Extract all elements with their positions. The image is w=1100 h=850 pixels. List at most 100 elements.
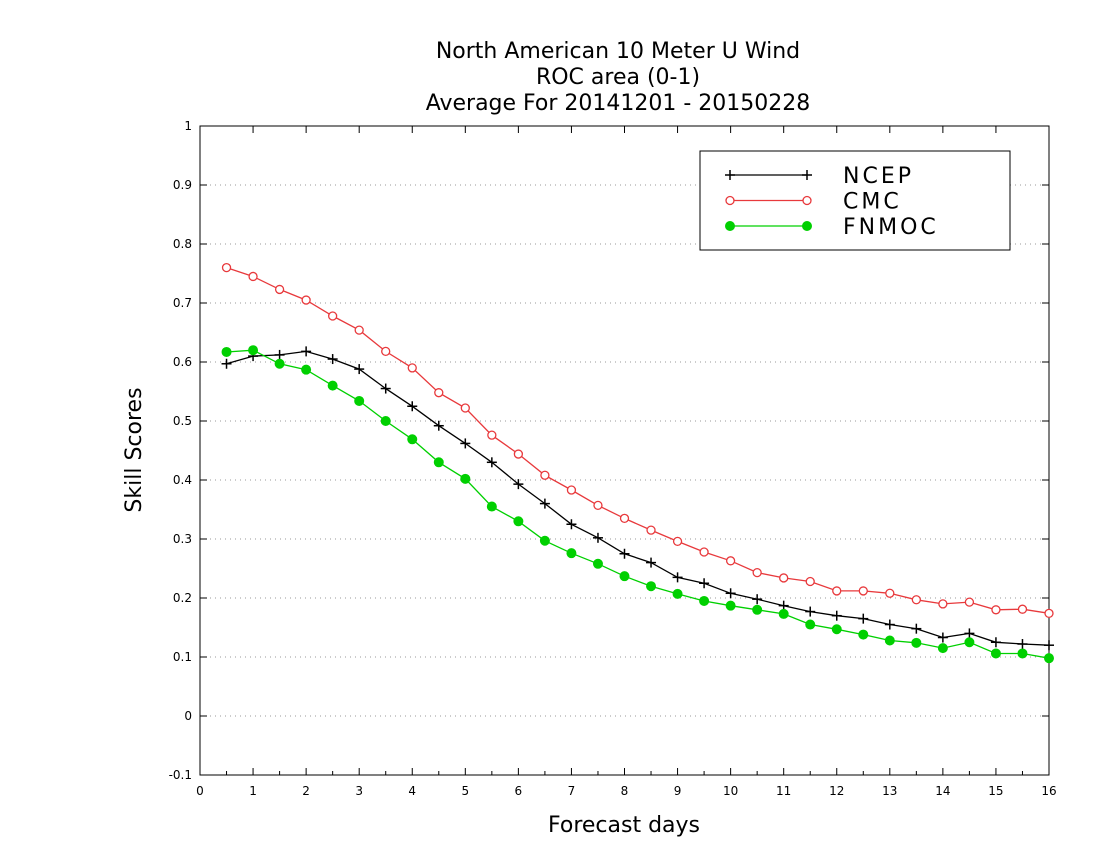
data-point-fnmoc — [486, 501, 497, 512]
x-tick-label: 9 — [674, 784, 682, 798]
title-line-1: North American 10 Meter U Wind — [436, 39, 800, 64]
data-point-cmc — [460, 403, 470, 413]
data-point-ncep — [619, 548, 630, 559]
data-point-cmc — [991, 605, 1001, 615]
data-point-ncep — [301, 346, 312, 357]
data-point-fnmoc — [990, 648, 1001, 659]
data-point-fnmoc — [805, 619, 816, 630]
data-point-fnmoc — [327, 380, 338, 391]
x-tick-label: 0 — [196, 784, 204, 798]
data-point-ncep — [646, 557, 657, 568]
x-axis-ticks: 0 1 2 3 4 5 6 7 8 9 10 11 12 13 14 15 16 — [196, 126, 1057, 798]
data-point-cmc — [593, 500, 603, 511]
data-point-fnmoc — [911, 637, 922, 648]
y-tick-label: 1 — [184, 119, 192, 133]
x-tick-label: 13 — [882, 784, 897, 798]
data-point-ncep — [539, 498, 550, 509]
data-point-fnmoc — [433, 457, 444, 468]
data-point-ncep — [513, 479, 524, 490]
title-line-2: ROC area (0-1) — [536, 65, 700, 90]
data-point-ncep — [380, 383, 391, 394]
y-tick-label: 0.3 — [173, 532, 192, 546]
data-point-fnmoc — [646, 581, 657, 592]
data-point-fnmoc — [274, 358, 285, 369]
data-point-fnmoc — [725, 600, 736, 611]
data-point-cmc — [434, 388, 444, 398]
data-point-ncep — [699, 578, 710, 589]
data-point-fnmoc — [937, 643, 948, 654]
y-tick-label: 0.6 — [173, 355, 192, 369]
data-point-cmc — [964, 597, 975, 607]
x-tick-label: 8 — [621, 784, 629, 798]
x-tick-label: 5 — [461, 784, 469, 798]
data-point-ncep — [221, 358, 232, 369]
data-point-cmc — [301, 295, 311, 305]
data-point-fnmoc — [301, 364, 312, 375]
data-point-fnmoc — [221, 346, 232, 357]
data-point-cmc — [699, 547, 709, 557]
data-point-fnmoc — [672, 588, 683, 599]
data-point-fnmoc — [354, 395, 365, 406]
data-point-cmc — [858, 586, 868, 596]
x-tick-label: 6 — [515, 784, 523, 798]
legend-label: CMC — [843, 190, 902, 215]
data-point-cmc — [274, 284, 285, 295]
legend-label: NCEP — [843, 164, 914, 189]
x-tick-label: 4 — [408, 784, 416, 798]
data-point-ncep — [805, 606, 816, 617]
x-tick-label: 10 — [723, 784, 738, 798]
x-tick-label: 2 — [302, 784, 310, 798]
y-tick-label: 0.9 — [173, 178, 192, 192]
data-point-fnmoc — [778, 608, 789, 619]
data-point-cmc — [672, 536, 683, 547]
data-point-ncep — [858, 613, 869, 624]
data-point-ncep — [937, 632, 948, 643]
data-point-ncep — [460, 438, 471, 449]
y-axis-ticks: -0.1 0 0.1 0.2 0.3 0.4 0.5 0.6 0.7 0.8 0.9 1 — [169, 119, 1049, 782]
data-point-ncep — [327, 354, 338, 365]
legend-marker — [725, 221, 735, 231]
data-point-fnmoc — [752, 604, 763, 615]
x-tick-label: 14 — [935, 784, 950, 798]
data-point-cmc — [619, 513, 630, 523]
y-tick-label: 0.2 — [173, 591, 192, 605]
data-point-fnmoc — [699, 595, 710, 606]
data-point-ncep — [1044, 640, 1054, 651]
data-point-ncep — [725, 588, 736, 599]
x-tick-label: 11 — [776, 784, 791, 798]
legend-marker — [725, 170, 735, 180]
data-point-cmc — [646, 525, 656, 535]
legend-marker — [802, 195, 812, 206]
y-tick-label: 0.5 — [173, 414, 192, 428]
data-point-cmc — [779, 573, 789, 583]
data-point-cmc — [885, 588, 895, 598]
x-tick-label: 15 — [988, 784, 1003, 798]
legend-item-fnmoc: FNMOC — [725, 215, 936, 240]
y-tick-label: 0.1 — [173, 650, 192, 664]
data-point-fnmoc — [1044, 653, 1054, 664]
x-tick-label: 7 — [568, 784, 576, 798]
series-ncep — [221, 346, 1054, 651]
data-point-ncep — [433, 420, 444, 431]
data-point-cmc — [221, 262, 232, 273]
data-point-fnmoc — [513, 516, 524, 527]
data-point-cmc — [540, 470, 550, 480]
data-point-fnmoc — [884, 635, 895, 646]
data-point-ncep — [354, 364, 365, 375]
gridlines — [200, 184, 1049, 717]
data-point-cmc — [407, 363, 417, 373]
x-tick-label: 1 — [249, 784, 257, 798]
data-point-fnmoc — [248, 345, 259, 356]
data-point-fnmoc — [592, 558, 603, 569]
x-tick-label: 16 — [1041, 784, 1056, 798]
data-point-ncep — [592, 532, 603, 543]
data-point-cmc — [248, 271, 258, 282]
data-point-ncep — [407, 401, 418, 412]
data-point-cmc — [487, 430, 497, 440]
y-tick-label: 0.8 — [173, 237, 192, 251]
data-point-fnmoc — [858, 629, 869, 640]
legend-item-cmc: CMC — [725, 190, 902, 215]
